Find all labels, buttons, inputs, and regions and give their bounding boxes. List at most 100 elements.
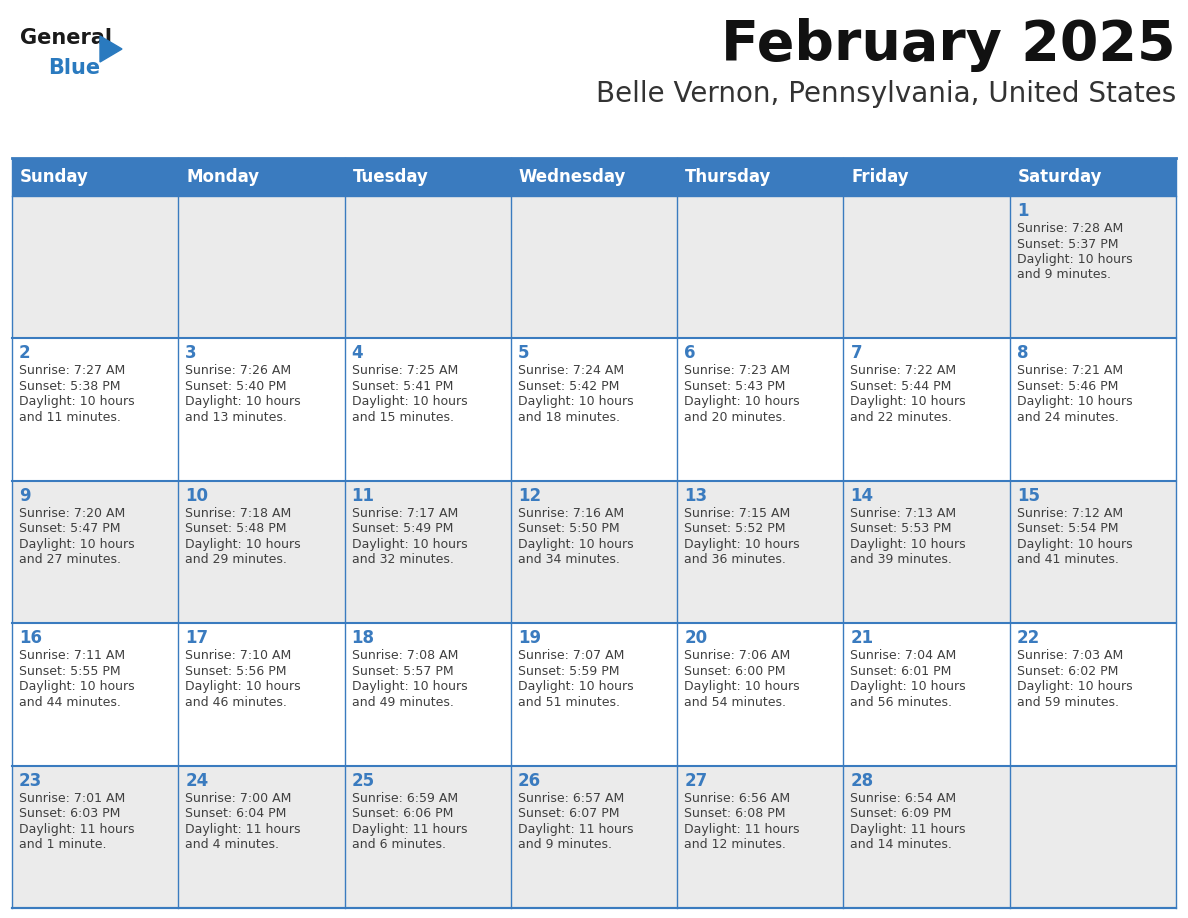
- Bar: [178, 158, 345, 196]
- Bar: [511, 339, 677, 481]
- Bar: [677, 158, 843, 196]
- Text: Daylight: 10 hours: Daylight: 10 hours: [851, 680, 966, 693]
- Text: Sunset: 5:44 PM: Sunset: 5:44 PM: [851, 380, 952, 393]
- Text: Sunrise: 7:16 AM: Sunrise: 7:16 AM: [518, 507, 624, 520]
- Text: 24: 24: [185, 772, 209, 789]
- Text: Sunrise: 7:10 AM: Sunrise: 7:10 AM: [185, 649, 291, 662]
- Text: 3: 3: [185, 344, 197, 363]
- Bar: [12, 339, 178, 481]
- Bar: [1010, 339, 1176, 481]
- Text: Sunset: 6:04 PM: Sunset: 6:04 PM: [185, 807, 286, 820]
- Text: 27: 27: [684, 772, 707, 789]
- Text: General: General: [20, 28, 112, 48]
- Text: Daylight: 10 hours: Daylight: 10 hours: [19, 538, 134, 551]
- Text: 12: 12: [518, 487, 541, 505]
- Text: Daylight: 10 hours: Daylight: 10 hours: [518, 396, 633, 409]
- Text: 20: 20: [684, 629, 707, 647]
- Text: Monday: Monday: [187, 168, 259, 186]
- Text: Sunrise: 7:12 AM: Sunrise: 7:12 AM: [1017, 507, 1123, 520]
- Bar: [12, 158, 178, 196]
- Text: Thursday: Thursday: [685, 168, 771, 186]
- Text: Daylight: 10 hours: Daylight: 10 hours: [518, 680, 633, 693]
- Text: Sunset: 5:42 PM: Sunset: 5:42 PM: [518, 380, 619, 393]
- Bar: [178, 623, 345, 766]
- Bar: [345, 623, 511, 766]
- Bar: [843, 339, 1010, 481]
- Text: Sunrise: 7:21 AM: Sunrise: 7:21 AM: [1017, 364, 1123, 377]
- Bar: [1010, 158, 1176, 196]
- Text: Friday: Friday: [852, 168, 909, 186]
- Text: Blue: Blue: [48, 58, 100, 78]
- Polygon shape: [100, 36, 122, 62]
- Text: Sunrise: 7:08 AM: Sunrise: 7:08 AM: [352, 649, 457, 662]
- Text: Sunrise: 7:23 AM: Sunrise: 7:23 AM: [684, 364, 790, 377]
- Text: Daylight: 10 hours: Daylight: 10 hours: [19, 680, 134, 693]
- Text: Sunrise: 7:13 AM: Sunrise: 7:13 AM: [851, 507, 956, 520]
- Bar: [1010, 481, 1176, 623]
- Bar: [345, 339, 511, 481]
- Text: Sunday: Sunday: [20, 168, 89, 186]
- Text: Sunrise: 7:22 AM: Sunrise: 7:22 AM: [851, 364, 956, 377]
- Text: Sunset: 5:59 PM: Sunset: 5:59 PM: [518, 665, 619, 677]
- Text: and 6 minutes.: and 6 minutes.: [352, 838, 446, 851]
- Text: Sunrise: 7:01 AM: Sunrise: 7:01 AM: [19, 791, 125, 804]
- Text: 26: 26: [518, 772, 541, 789]
- Text: 19: 19: [518, 629, 541, 647]
- Text: 9: 9: [19, 487, 31, 505]
- Text: Sunset: 5:47 PM: Sunset: 5:47 PM: [19, 522, 120, 535]
- Text: Daylight: 11 hours: Daylight: 11 hours: [185, 823, 301, 835]
- Text: Tuesday: Tuesday: [353, 168, 429, 186]
- Text: 4: 4: [352, 344, 364, 363]
- Text: Daylight: 10 hours: Daylight: 10 hours: [1017, 253, 1132, 266]
- Bar: [345, 196, 511, 339]
- Text: Sunset: 5:53 PM: Sunset: 5:53 PM: [851, 522, 952, 535]
- Text: Sunrise: 7:25 AM: Sunrise: 7:25 AM: [352, 364, 457, 377]
- Text: and 51 minutes.: and 51 minutes.: [518, 696, 620, 709]
- Text: Daylight: 10 hours: Daylight: 10 hours: [185, 538, 301, 551]
- Text: and 46 minutes.: and 46 minutes.: [185, 696, 287, 709]
- Text: and 9 minutes.: and 9 minutes.: [518, 838, 612, 851]
- Bar: [12, 196, 178, 339]
- Text: Sunset: 5:40 PM: Sunset: 5:40 PM: [185, 380, 286, 393]
- Text: and 54 minutes.: and 54 minutes.: [684, 696, 786, 709]
- Text: 7: 7: [851, 344, 862, 363]
- Text: and 34 minutes.: and 34 minutes.: [518, 554, 620, 566]
- Bar: [12, 766, 178, 908]
- Text: Sunset: 6:06 PM: Sunset: 6:06 PM: [352, 807, 453, 820]
- Bar: [843, 158, 1010, 196]
- Text: Sunrise: 7:18 AM: Sunrise: 7:18 AM: [185, 507, 291, 520]
- Text: 18: 18: [352, 629, 374, 647]
- Text: 10: 10: [185, 487, 208, 505]
- Text: Sunrise: 7:00 AM: Sunrise: 7:00 AM: [185, 791, 292, 804]
- Text: 17: 17: [185, 629, 208, 647]
- Text: Sunset: 5:52 PM: Sunset: 5:52 PM: [684, 522, 785, 535]
- Text: Daylight: 10 hours: Daylight: 10 hours: [185, 396, 301, 409]
- Bar: [843, 766, 1010, 908]
- Text: Daylight: 11 hours: Daylight: 11 hours: [518, 823, 633, 835]
- Text: Sunrise: 7:11 AM: Sunrise: 7:11 AM: [19, 649, 125, 662]
- Text: Sunrise: 7:28 AM: Sunrise: 7:28 AM: [1017, 222, 1123, 235]
- Bar: [178, 481, 345, 623]
- Text: Sunset: 5:48 PM: Sunset: 5:48 PM: [185, 522, 286, 535]
- Bar: [677, 623, 843, 766]
- Text: Daylight: 10 hours: Daylight: 10 hours: [352, 680, 467, 693]
- Text: and 59 minutes.: and 59 minutes.: [1017, 696, 1119, 709]
- Bar: [677, 339, 843, 481]
- Bar: [511, 158, 677, 196]
- Text: Daylight: 10 hours: Daylight: 10 hours: [19, 396, 134, 409]
- Bar: [511, 196, 677, 339]
- Bar: [178, 196, 345, 339]
- Text: and 20 minutes.: and 20 minutes.: [684, 411, 786, 424]
- Text: Sunset: 5:50 PM: Sunset: 5:50 PM: [518, 522, 619, 535]
- Text: 28: 28: [851, 772, 873, 789]
- Text: Daylight: 10 hours: Daylight: 10 hours: [1017, 396, 1132, 409]
- Text: and 11 minutes.: and 11 minutes.: [19, 411, 121, 424]
- Text: Sunrise: 7:17 AM: Sunrise: 7:17 AM: [352, 507, 457, 520]
- Text: Daylight: 11 hours: Daylight: 11 hours: [352, 823, 467, 835]
- Text: and 36 minutes.: and 36 minutes.: [684, 554, 786, 566]
- Text: Sunset: 5:41 PM: Sunset: 5:41 PM: [352, 380, 453, 393]
- Text: Sunset: 5:37 PM: Sunset: 5:37 PM: [1017, 238, 1118, 251]
- Bar: [1010, 623, 1176, 766]
- Text: Sunrise: 6:59 AM: Sunrise: 6:59 AM: [352, 791, 457, 804]
- Text: and 4 minutes.: and 4 minutes.: [185, 838, 279, 851]
